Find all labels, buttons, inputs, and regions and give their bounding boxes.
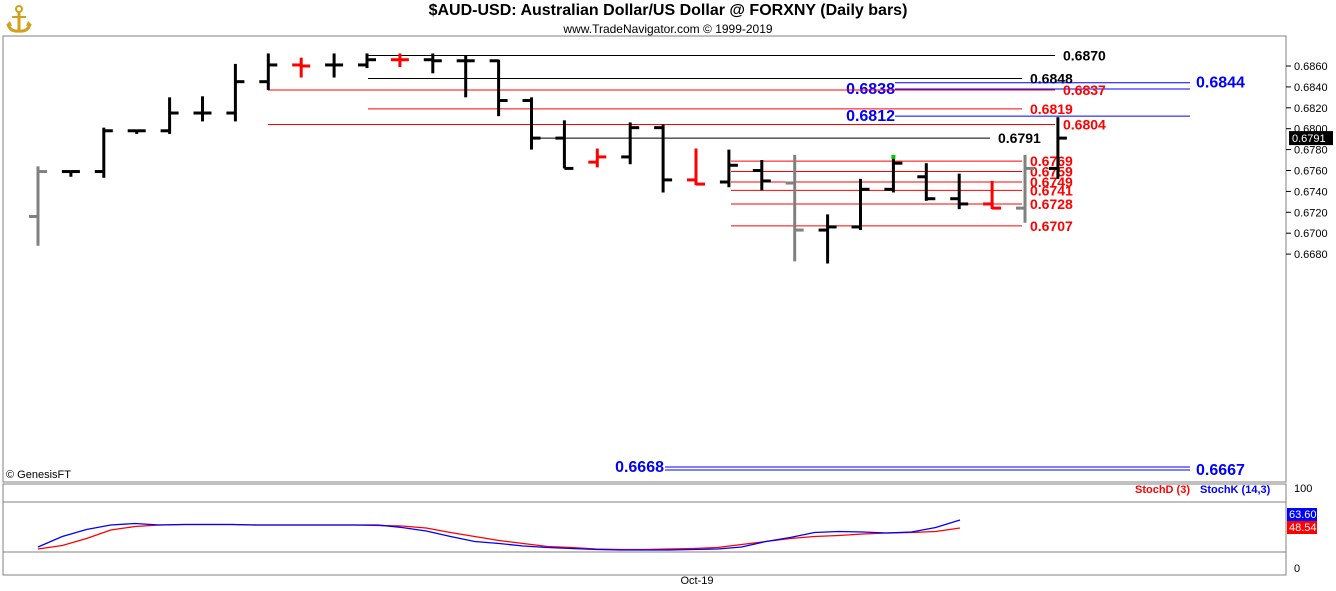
price-axis-tick-label: 0.6840 xyxy=(1294,82,1328,94)
level-label: 0.6819 xyxy=(1030,101,1073,117)
price-axis-tick-label: 0.6720 xyxy=(1294,207,1328,219)
stoch-axis-label: 0 xyxy=(1294,563,1300,575)
level-label: 0.6759 xyxy=(1030,164,1073,180)
level-label: 0.6812 xyxy=(846,108,895,125)
level-label: 0.6667 xyxy=(1196,462,1245,479)
level-label: 0.6741 xyxy=(1030,182,1073,198)
stochk-value-label: 63.60 xyxy=(1289,509,1317,521)
stochd-value-label: 48.54 xyxy=(1289,522,1317,534)
level-label: 0.6844 xyxy=(1196,75,1245,92)
stochk-line xyxy=(37,519,961,551)
stochk-value-box xyxy=(1287,508,1317,521)
price-axis-tick-label: 0.6820 xyxy=(1294,103,1328,115)
chart-title: $AUD-USD: Australian Dollar/US Dollar @ … xyxy=(428,2,908,19)
stochd-value-box xyxy=(1287,521,1317,534)
level-label: 0.6837 xyxy=(1063,82,1106,98)
price-axis-tick-label: 0.6860 xyxy=(1294,61,1328,73)
chart-subtitle: www.TradeNavigator.com © 1999-2019 xyxy=(563,22,773,36)
last-price-label: 0.6791 xyxy=(1292,133,1326,145)
price-axis-tick-label: 0.6700 xyxy=(1294,228,1328,240)
level-label: 0.6728 xyxy=(1030,196,1073,212)
price-axis-tick-label: 0.6760 xyxy=(1294,166,1328,178)
level-label: 0.6769 xyxy=(1030,153,1073,169)
stochk-legend: StochK (14,3) xyxy=(1200,484,1271,496)
anchor-logo-icon xyxy=(6,5,32,33)
green-marker xyxy=(891,154,896,159)
level-label: 0.6804 xyxy=(1063,117,1106,133)
level-label: 0.6749 xyxy=(1030,174,1073,190)
price-axis-tick-label: 0.6740 xyxy=(1294,186,1328,198)
level-label: 0.6707 xyxy=(1030,218,1073,234)
price-panel xyxy=(2,35,1287,483)
level-label: 0.6838 xyxy=(846,81,895,98)
level-label: 0.6870 xyxy=(1063,48,1106,64)
price-axis-tick-label: 0.6780 xyxy=(1294,145,1328,157)
price-axis-tick-label: 0.6680 xyxy=(1294,249,1328,261)
last-price-box xyxy=(1289,131,1333,146)
level-label: 0.6791 xyxy=(998,130,1041,146)
stoch-axis-label: 100 xyxy=(1294,483,1312,495)
stochastic-panel xyxy=(2,483,1287,576)
x-axis-label: Oct-19 xyxy=(680,575,713,587)
credit-label: © GenesisFT xyxy=(6,469,71,481)
level-label: 0.6668 xyxy=(615,459,664,476)
stochd-legend: StochD (3) xyxy=(1135,484,1190,496)
